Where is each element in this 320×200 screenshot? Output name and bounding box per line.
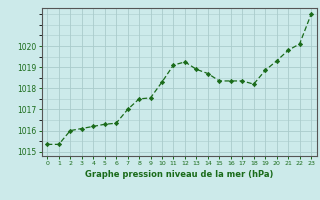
X-axis label: Graphe pression niveau de la mer (hPa): Graphe pression niveau de la mer (hPa) [85,170,273,179]
